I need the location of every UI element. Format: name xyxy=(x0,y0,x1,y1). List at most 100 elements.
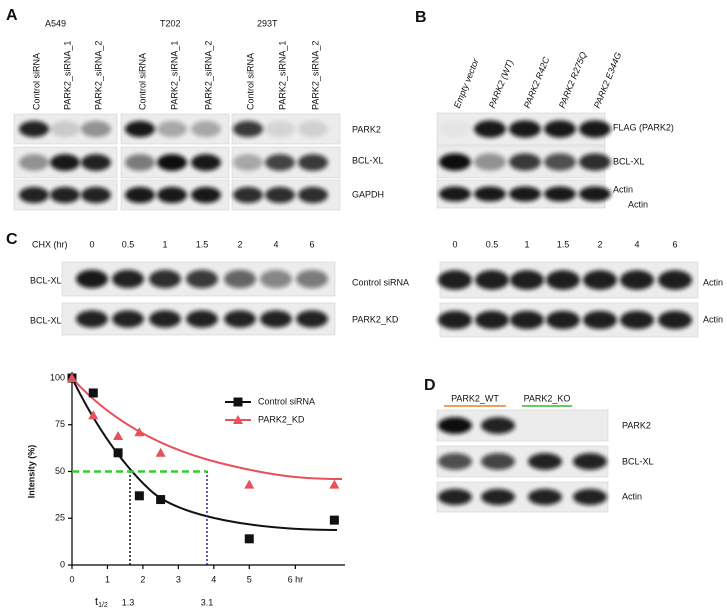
annotation: t1/2 xyxy=(95,596,108,609)
label: Actin xyxy=(628,199,648,209)
y-axis-label: Intensity (%) xyxy=(26,445,36,499)
lane-label: Control siRNA xyxy=(31,53,41,110)
blot-band xyxy=(157,154,187,171)
lane-label: Empty vector xyxy=(452,56,481,109)
blot-band xyxy=(191,186,221,204)
label: Actin xyxy=(613,184,633,194)
blot-band xyxy=(658,310,692,330)
data-point xyxy=(134,427,145,437)
data-point xyxy=(329,515,339,525)
legend-marker xyxy=(233,397,243,407)
blot-band xyxy=(233,120,263,138)
blot-band xyxy=(260,310,292,328)
lane-label: PARK2_siRNA_2 xyxy=(203,41,213,110)
blot-band xyxy=(544,153,576,171)
blot-band xyxy=(50,186,80,204)
y-tick-label: 75 xyxy=(55,419,65,429)
blot-band xyxy=(296,269,328,289)
blot-band xyxy=(438,310,472,330)
fit-curve xyxy=(71,377,338,531)
blot-band xyxy=(125,120,155,138)
label: 0 xyxy=(452,239,457,249)
label: 293T xyxy=(257,18,278,28)
blot-band xyxy=(583,310,617,330)
data-point xyxy=(156,495,166,505)
label: 6 xyxy=(672,239,677,249)
annotation-subscript: 1/2 xyxy=(98,602,108,609)
data-point xyxy=(88,410,99,420)
blot-band xyxy=(528,488,562,506)
label: 0 xyxy=(89,239,94,249)
blot-band xyxy=(546,310,580,330)
label: 4 xyxy=(273,239,278,249)
blot-band xyxy=(579,120,611,138)
label: 0.5 xyxy=(122,239,135,249)
lane-label: PARK2_siRNA_2 xyxy=(93,41,103,110)
lane-label: Control siRNA xyxy=(137,53,147,110)
blot-band xyxy=(81,186,111,204)
label: PARK2 xyxy=(352,124,381,134)
label: FLAG (PARK2) xyxy=(613,122,674,132)
lane-label: PARK2 R275Q xyxy=(557,50,589,109)
blot-band xyxy=(233,186,263,204)
blot-band xyxy=(112,310,144,328)
blot-band xyxy=(125,186,155,204)
blot-band xyxy=(265,120,295,138)
blot-band xyxy=(186,310,218,328)
blot-band xyxy=(546,270,580,290)
blot-band xyxy=(224,269,256,289)
blot-band xyxy=(19,120,49,138)
label: BCL-XL xyxy=(613,156,645,166)
blot-band xyxy=(76,269,108,289)
blot-band xyxy=(544,120,576,138)
blot-band xyxy=(474,186,506,202)
x-tick-label: 1 xyxy=(105,574,110,584)
lane-label: PARK2_siRNA_1 xyxy=(277,41,287,110)
blot-band xyxy=(620,270,654,290)
x-tick-label: 3 xyxy=(176,574,181,584)
blot-band xyxy=(573,488,607,506)
blot-band xyxy=(475,310,509,330)
blot-band xyxy=(439,186,471,202)
x-tick-label: 5 xyxy=(247,574,252,584)
label: Actin xyxy=(703,277,723,287)
label: BCL-XL xyxy=(30,275,62,285)
label: 2 xyxy=(237,239,242,249)
blot-band xyxy=(186,269,218,289)
blot-band xyxy=(528,453,562,470)
blot-band xyxy=(298,154,328,171)
label: PARK2_KD xyxy=(352,314,399,324)
label: 1 xyxy=(524,239,529,249)
blot-band xyxy=(481,417,515,434)
label: PARK2 xyxy=(622,420,651,430)
label: Actin xyxy=(703,314,723,324)
lane-label: PARK2 (WT) xyxy=(487,58,516,109)
data-point xyxy=(113,448,123,458)
blot-band xyxy=(579,186,611,202)
label: 0.5 xyxy=(486,239,499,249)
blot-band xyxy=(265,154,295,171)
legend-label: Control siRNA xyxy=(258,396,315,406)
blot-band xyxy=(481,453,515,470)
y-tick-label: 0 xyxy=(60,559,65,569)
blot-band xyxy=(438,417,472,434)
blot-band xyxy=(157,186,187,204)
lane-label: PARK2 R42C xyxy=(522,55,552,110)
blot-band xyxy=(81,120,111,138)
blot-band xyxy=(510,310,544,330)
label: T202 xyxy=(160,18,181,28)
label: BCL-XL xyxy=(352,155,384,165)
blot-band xyxy=(50,120,80,138)
blot-band xyxy=(579,153,611,171)
lane-label: PARK2_siRNA_1 xyxy=(169,41,179,110)
label: A549 xyxy=(45,18,66,28)
blot-band xyxy=(474,153,506,171)
annotation: 1.3 xyxy=(122,597,135,607)
blot-band xyxy=(438,270,472,290)
legend-label: PARK2_KD xyxy=(258,414,305,424)
blot-band xyxy=(125,154,155,171)
panel-label: D xyxy=(424,377,436,394)
blot-band xyxy=(50,154,80,171)
data-point xyxy=(113,430,124,440)
